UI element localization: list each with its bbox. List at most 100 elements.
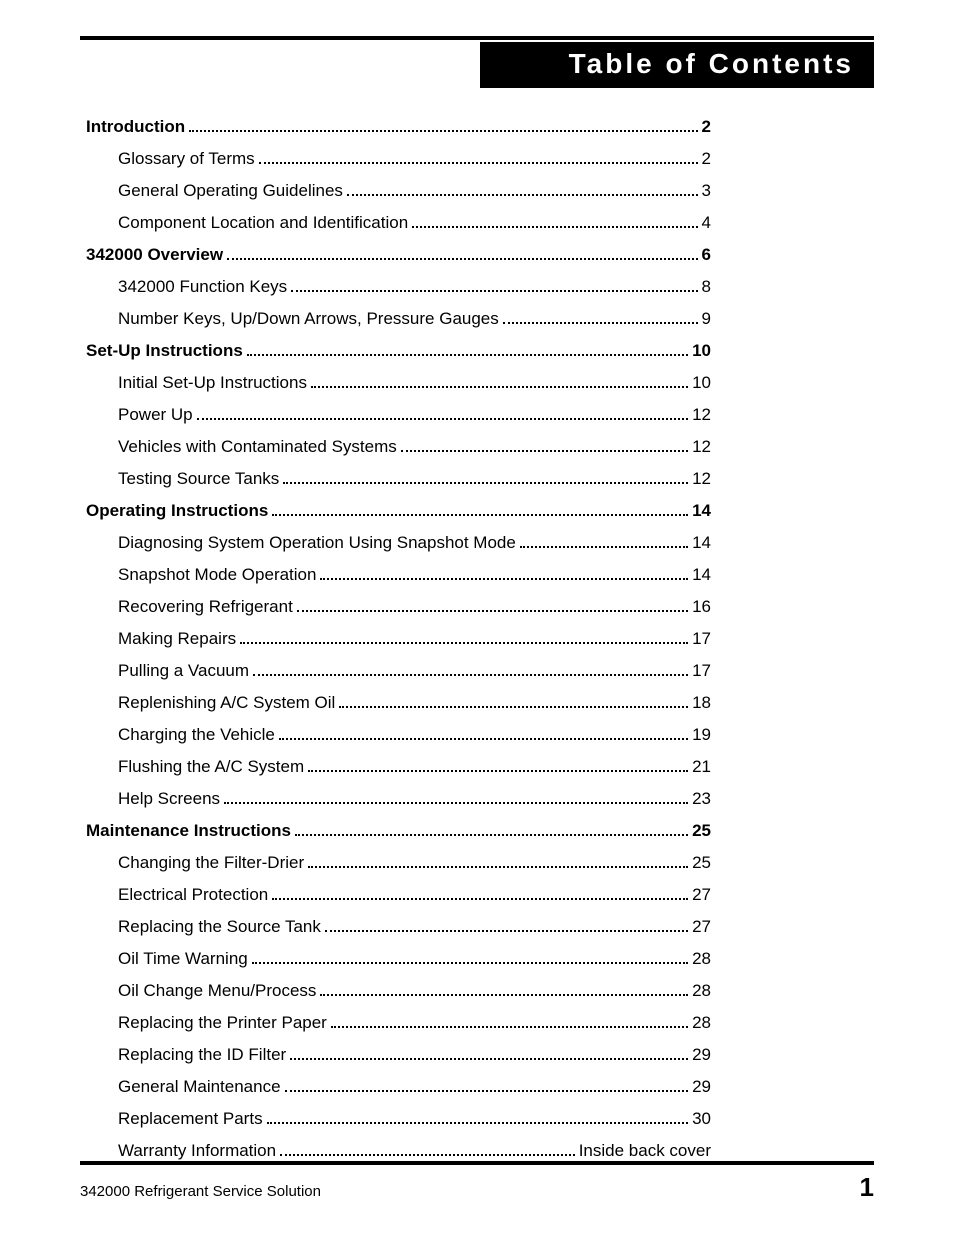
toc-entry-title: Electrical Protection <box>118 886 268 903</box>
toc-entry-title: Replacing the ID Filter <box>118 1046 286 1063</box>
toc-entry: Number Keys, Up/Down Arrows, Pressure Ga… <box>86 310 711 327</box>
toc-entry-title: Number Keys, Up/Down Arrows, Pressure Ga… <box>118 310 499 327</box>
header-title: Table of Contents <box>569 48 854 79</box>
toc-entry-page: 19 <box>692 726 711 743</box>
toc-entry-title: Replacing the Printer Paper <box>118 1014 327 1031</box>
toc-dot-leader <box>297 610 688 612</box>
toc-entry-title: Oil Time Warning <box>118 950 248 967</box>
table-of-contents: Introduction 2 Glossary of Terms2 General O… <box>86 118 711 1159</box>
page-number: 1 <box>860 1172 874 1203</box>
toc-entry-title: Vehicles with Contaminated Systems <box>118 438 397 455</box>
toc-entry-title: Replacement Parts <box>118 1110 263 1127</box>
toc-entry-title: Power Up <box>118 406 193 423</box>
toc-dot-leader <box>197 418 688 420</box>
toc-entry: Initial Set-Up Instructions10 <box>86 374 711 391</box>
toc-entry-page: 8 <box>702 278 711 295</box>
toc-entry: Power Up12 <box>86 406 711 423</box>
toc-entry: General Operating Guidelines 3 <box>86 182 711 199</box>
toc-entry: Replacing the ID Filter 29 <box>86 1046 711 1063</box>
toc-entry-page: 28 <box>692 1014 711 1031</box>
toc-entry-page: 14 <box>692 534 711 551</box>
toc-dot-leader <box>247 354 688 356</box>
toc-entry: Making Repairs 17 <box>86 630 711 647</box>
toc-entry-page: 28 <box>692 982 711 999</box>
toc-entry-title: Initial Set-Up Instructions <box>118 374 307 391</box>
toc-dot-leader <box>320 994 688 996</box>
toc-entry-title: Replacing the Source Tank <box>118 918 321 935</box>
toc-dot-leader <box>320 578 688 580</box>
toc-dot-leader <box>224 802 688 804</box>
toc-dot-leader <box>272 514 688 516</box>
toc-entry-title: Charging the Vehicle <box>118 726 275 743</box>
toc-entry: Electrical Protection 27 <box>86 886 711 903</box>
toc-dot-leader <box>227 258 697 260</box>
toc-dot-leader <box>295 834 688 836</box>
toc-dot-leader <box>401 450 688 452</box>
toc-entry-title: Operating Instructions <box>86 502 268 519</box>
toc-dot-leader <box>339 706 688 708</box>
toc-entry-page: 18 <box>692 694 711 711</box>
toc-dot-leader <box>252 962 688 964</box>
toc-entry: Replenishing A/C System Oil 18 <box>86 694 711 711</box>
toc-entry: Replacing the Source Tank 27 <box>86 918 711 935</box>
toc-entry-title: Replenishing A/C System Oil <box>118 694 335 711</box>
toc-entry: Recovering Refrigerant16 <box>86 598 711 615</box>
toc-entry: Help Screens23 <box>86 790 711 807</box>
toc-entry-title: Glossary of Terms <box>118 150 255 167</box>
toc-entry-title: Recovering Refrigerant <box>118 598 293 615</box>
toc-entry: Replacement Parts30 <box>86 1110 711 1127</box>
toc-dot-leader <box>311 386 688 388</box>
footer-product: 342000 Refrigerant Service Solution <box>80 1183 321 1200</box>
toc-entry: Diagnosing System Operation Using Snapsh… <box>86 534 711 551</box>
toc-entry-page: 29 <box>692 1078 711 1095</box>
toc-entry-title: Help Screens <box>118 790 220 807</box>
toc-entry-page: 17 <box>692 630 711 647</box>
toc-entry-page: 29 <box>692 1046 711 1063</box>
toc-entry-page: 27 <box>692 918 711 935</box>
toc-entry-page: 9 <box>702 310 711 327</box>
toc-dot-leader <box>503 322 698 324</box>
toc-entry-page: 25 <box>692 822 711 839</box>
toc-entry-page: 27 <box>692 886 711 903</box>
toc-entry-title: Snapshot Mode Operation <box>118 566 316 583</box>
toc-entry-page: 6 <box>702 246 711 263</box>
toc-entry-title: Making Repairs <box>118 630 236 647</box>
toc-entry-page: 12 <box>692 438 711 455</box>
toc-entry-title: 342000 Function Keys <box>118 278 287 295</box>
toc-entry: Maintenance Instructions 25 <box>86 822 711 839</box>
toc-dot-leader <box>308 866 688 868</box>
top-rule <box>80 36 874 40</box>
toc-entry: Snapshot Mode Operation14 <box>86 566 711 583</box>
toc-entry-title: 342000 Overview <box>86 246 223 263</box>
toc-entry: Testing Source Tanks 12 <box>86 470 711 487</box>
toc-entry: Glossary of Terms2 <box>86 150 711 167</box>
toc-entry-page: 25 <box>692 854 711 871</box>
toc-entry-title: Maintenance Instructions <box>86 822 291 839</box>
toc-entry-title: General Maintenance <box>118 1078 281 1095</box>
toc-entry: Introduction 2 <box>86 118 711 135</box>
toc-entry: Replacing the Printer Paper 28 <box>86 1014 711 1031</box>
toc-entry: Flushing the A/C System21 <box>86 758 711 775</box>
toc-entry-page: 21 <box>692 758 711 775</box>
toc-dot-leader <box>285 1090 689 1092</box>
toc-dot-leader <box>283 482 688 484</box>
toc-entry: Warranty InformationInside back cover <box>86 1142 711 1159</box>
toc-entry-title: Introduction <box>86 118 185 135</box>
toc-entry: Operating Instructions 14 <box>86 502 711 519</box>
toc-entry: General Maintenance 29 <box>86 1078 711 1095</box>
toc-entry: Vehicles with Contaminated Systems 12 <box>86 438 711 455</box>
toc-dot-leader <box>272 898 688 900</box>
toc-entry: Oil Change Menu/Process28 <box>86 982 711 999</box>
toc-entry-page: 3 <box>702 182 711 199</box>
toc-entry-page: 14 <box>692 502 711 519</box>
toc-entry-title: General Operating Guidelines <box>118 182 343 199</box>
toc-dot-leader <box>189 130 697 132</box>
toc-entry-title: Testing Source Tanks <box>118 470 279 487</box>
bottom-rule <box>80 1161 874 1165</box>
toc-entry-page: 2 <box>702 118 711 135</box>
toc-dot-leader <box>412 226 697 228</box>
toc-entry-page: 12 <box>692 470 711 487</box>
toc-dot-leader <box>308 770 688 772</box>
toc-entry: Pulling a Vacuum17 <box>86 662 711 679</box>
toc-dot-leader <box>290 1058 688 1060</box>
